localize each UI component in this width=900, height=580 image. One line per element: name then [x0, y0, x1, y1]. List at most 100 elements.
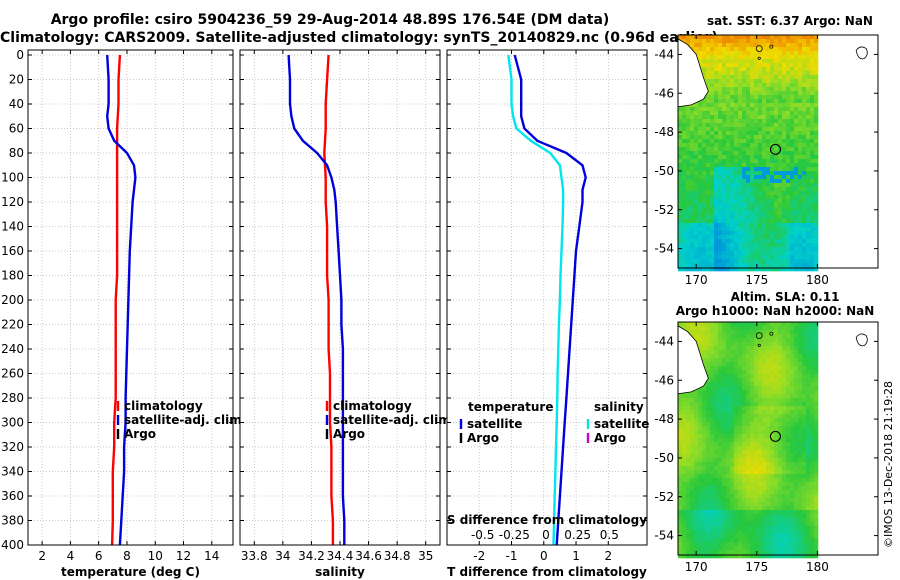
map-cell — [718, 83, 723, 88]
map-cell — [742, 255, 747, 260]
map-cell — [718, 530, 723, 535]
map-cell — [698, 410, 703, 415]
map-cell — [754, 79, 759, 84]
map-cell — [694, 474, 699, 479]
depth-tick-label: 200 — [1, 293, 24, 307]
map-cell — [706, 530, 711, 535]
map-cell — [686, 107, 691, 112]
map-cell — [746, 534, 751, 539]
map-cell — [754, 83, 759, 88]
map-cell — [734, 147, 739, 152]
map-cell — [690, 554, 695, 559]
map-cell — [754, 322, 759, 327]
map-cell — [754, 183, 759, 188]
map-cell — [746, 514, 751, 519]
map-cell — [742, 542, 747, 547]
map-cell — [754, 147, 759, 152]
map-cell — [682, 155, 687, 160]
map-cell — [778, 211, 783, 216]
map-cell — [786, 103, 791, 108]
map-cell — [786, 147, 791, 152]
map-cell — [754, 39, 759, 44]
map-cell — [730, 442, 735, 447]
map-cell — [694, 462, 699, 467]
map-cell — [702, 406, 707, 411]
map-cell — [774, 406, 779, 411]
map-cell — [782, 139, 787, 144]
map-cell — [790, 486, 795, 491]
map-cell — [702, 167, 707, 172]
map-cell — [730, 550, 735, 555]
map-cell — [738, 534, 743, 539]
map-cell — [762, 79, 767, 84]
map-cell — [686, 247, 691, 252]
map-cell — [682, 422, 687, 427]
map-cell — [762, 163, 767, 168]
map-cell — [758, 554, 763, 559]
map-cell — [814, 554, 819, 559]
map-cell — [806, 546, 811, 551]
map-cell — [726, 498, 731, 503]
map-cell — [766, 466, 771, 471]
map-cell — [770, 334, 775, 339]
map-cell — [726, 506, 731, 511]
map-cell — [678, 450, 683, 455]
map-cell — [810, 450, 815, 455]
map-cell — [794, 243, 799, 248]
map-cell — [690, 334, 695, 339]
map-cell — [814, 115, 819, 120]
map-cell — [798, 155, 803, 160]
map-cell — [758, 410, 763, 415]
map-cell — [774, 478, 779, 483]
map-cell — [802, 438, 807, 443]
map-cell — [682, 542, 687, 547]
map-cell — [690, 534, 695, 539]
map-cell — [798, 151, 803, 156]
map-cell — [698, 239, 703, 244]
map-cell — [718, 251, 723, 256]
map-cell — [754, 502, 759, 507]
map-cell — [770, 554, 775, 559]
map-cell — [762, 183, 767, 188]
map-cell — [710, 83, 715, 88]
map-cell — [798, 482, 803, 487]
map-cell — [714, 127, 719, 132]
map-cell — [742, 99, 747, 104]
map-cell — [678, 414, 683, 419]
map-cell — [790, 430, 795, 435]
map-cell — [806, 514, 811, 519]
map-cell — [702, 506, 707, 511]
map-cell — [758, 235, 763, 240]
map-cell — [806, 502, 811, 507]
map-cell — [738, 267, 743, 272]
map-cell — [802, 151, 807, 156]
map-cell — [802, 191, 807, 196]
map-cell — [730, 330, 735, 335]
map-cell — [730, 243, 735, 248]
map-cell — [762, 374, 767, 379]
map-cell — [750, 235, 755, 240]
map-cell — [742, 75, 747, 80]
map-cell — [770, 243, 775, 248]
map-cell — [750, 494, 755, 499]
map-cell — [722, 243, 727, 248]
map-cell — [762, 386, 767, 391]
map-cell — [762, 155, 767, 160]
map-cell — [758, 139, 763, 144]
map-cell — [722, 462, 727, 467]
map-cell — [714, 518, 719, 523]
map-cell — [730, 91, 735, 96]
x-tick-label: -1 — [506, 549, 518, 563]
map-cell — [814, 346, 819, 351]
map-cell — [774, 490, 779, 495]
map-cell — [742, 334, 747, 339]
map-cell — [698, 167, 703, 172]
map-cell — [690, 239, 695, 244]
map-cell — [778, 75, 783, 80]
map-cell — [774, 51, 779, 56]
map-cell — [714, 143, 719, 148]
map-cell — [742, 223, 747, 228]
map-cell — [758, 135, 763, 140]
map-cell — [750, 99, 755, 104]
map-cell — [806, 530, 811, 535]
